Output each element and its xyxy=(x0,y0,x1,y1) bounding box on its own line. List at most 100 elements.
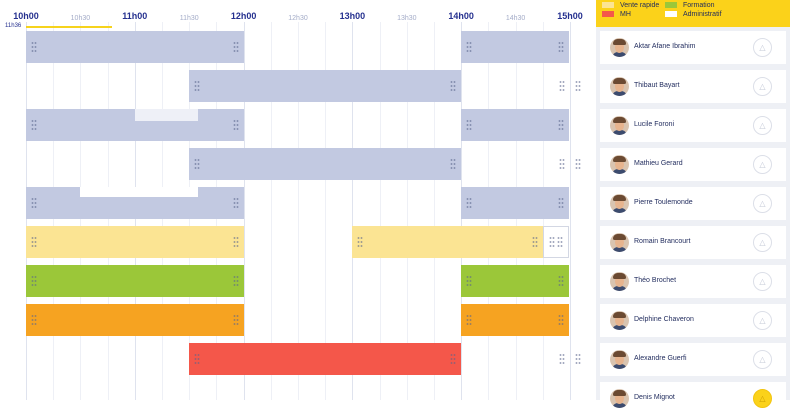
bell-icon[interactable]: △ xyxy=(753,38,772,57)
avatar-face xyxy=(615,198,624,209)
employee-card[interactable]: Romain Brancourt △ xyxy=(600,226,786,259)
legend-label: Vente rapide xyxy=(620,2,660,9)
shift-block-mh[interactable] xyxy=(189,343,462,375)
resize-handle[interactable] xyxy=(31,236,37,248)
bell-icon[interactable]: △ xyxy=(753,116,772,135)
resize-handle[interactable] xyxy=(31,197,37,209)
bell-icon[interactable]: △ xyxy=(753,155,772,174)
resize-handle[interactable] xyxy=(31,119,37,131)
bell-icon[interactable]: △ xyxy=(753,272,772,291)
avatar xyxy=(610,233,629,252)
avatar-face xyxy=(615,315,624,326)
avatar-face xyxy=(615,354,624,365)
bell-icon[interactable]: △ xyxy=(753,350,772,369)
bell-icon[interactable]: △ xyxy=(753,194,772,213)
shift-block-formation[interactable] xyxy=(461,265,569,297)
shift-block-default[interactable] xyxy=(189,70,462,102)
shift-block-default[interactable] xyxy=(26,109,244,141)
legend-swatch xyxy=(602,11,614,18)
shift-block-default[interactable] xyxy=(461,187,569,219)
resize-handle[interactable] xyxy=(232,197,239,209)
resize-handle[interactable] xyxy=(559,353,565,365)
employee-card[interactable]: Lucile Foroni △ xyxy=(600,109,786,142)
employee-card[interactable]: Aktar Afane Ibrahim △ xyxy=(600,31,786,64)
resize-handle[interactable] xyxy=(194,158,201,170)
avatar-hair xyxy=(613,351,626,357)
resize-handle[interactable] xyxy=(357,236,364,248)
bell-icon[interactable]: △ xyxy=(753,77,772,96)
resize-handle[interactable] xyxy=(31,275,37,287)
employee-card[interactable]: Thibaut Bayart △ xyxy=(600,70,786,103)
shift-block-vente_rapide[interactable] xyxy=(352,226,543,258)
resize-handle[interactable] xyxy=(557,41,564,53)
avatar-hair xyxy=(613,312,626,318)
employee-name: Aktar Afane Ibrahim xyxy=(634,43,696,50)
resize-handle[interactable] xyxy=(557,119,564,131)
resize-handle[interactable] xyxy=(466,314,473,326)
shift-block-default[interactable] xyxy=(189,148,462,180)
bell-icon[interactable]: △ xyxy=(753,233,772,252)
resize-handle[interactable] xyxy=(548,236,555,248)
resize-handle[interactable] xyxy=(450,158,457,170)
resize-handle[interactable] xyxy=(31,41,37,53)
legend-label: Formation xyxy=(683,2,715,9)
shift-block-default[interactable] xyxy=(26,31,244,63)
avatar-body xyxy=(612,169,627,174)
resize-handle[interactable] xyxy=(559,158,565,170)
resize-handle[interactable] xyxy=(556,236,563,248)
avatar-body xyxy=(612,364,627,369)
shift-block-default[interactable] xyxy=(461,31,569,63)
half-hour-label: 14h30 xyxy=(505,15,526,22)
employee-card[interactable]: Pierre Toulemonde △ xyxy=(600,187,786,220)
hour-gridline xyxy=(243,22,245,400)
bell-icon[interactable]: △ xyxy=(753,311,772,330)
resize-handle[interactable] xyxy=(450,353,457,365)
resize-handle[interactable] xyxy=(575,158,581,170)
resize-handle[interactable] xyxy=(575,353,581,365)
resize-handle[interactable] xyxy=(557,197,564,209)
employee-card[interactable]: Delphine Chaveron △ xyxy=(600,304,786,337)
shift-block-vente_rapide[interactable] xyxy=(26,226,244,258)
resize-handle[interactable] xyxy=(232,119,239,131)
employee-card[interactable]: Alexandre Guerfi △ xyxy=(600,343,786,376)
resize-handle[interactable] xyxy=(232,314,239,326)
resize-handle[interactable] xyxy=(531,236,538,248)
resize-handle[interactable] xyxy=(466,119,473,131)
shift-block-orange[interactable] xyxy=(26,304,244,336)
resize-handle[interactable] xyxy=(557,275,564,287)
resize-handle[interactable] xyxy=(575,80,581,92)
resize-handle[interactable] xyxy=(31,314,37,326)
shift-block-orange[interactable] xyxy=(461,304,569,336)
resize-handle[interactable] xyxy=(450,80,457,92)
half-hour-label: 11h30 xyxy=(179,15,199,22)
employee-card[interactable]: Denis Mignot △ xyxy=(600,382,786,415)
current-time-indicator xyxy=(26,26,112,28)
resize-handle[interactable] xyxy=(232,236,239,248)
resize-handle[interactable] xyxy=(557,314,564,326)
employee-card[interactable]: Mathieu Gerard △ xyxy=(600,148,786,181)
resize-handle[interactable] xyxy=(466,41,473,53)
resize-handle[interactable] xyxy=(194,80,201,92)
bell-icon[interactable]: △ xyxy=(753,389,772,408)
avatar-hair xyxy=(613,117,626,123)
resize-handle[interactable] xyxy=(194,353,201,365)
shift-block-administratif[interactable] xyxy=(542,226,569,258)
employee-name: Denis Mignot xyxy=(634,394,675,401)
resize-handle[interactable] xyxy=(232,275,239,287)
shift-block-default[interactable] xyxy=(461,109,569,141)
avatar xyxy=(610,155,629,174)
shift-gap xyxy=(80,187,199,197)
resize-handle[interactable] xyxy=(466,275,473,287)
avatar xyxy=(610,38,629,57)
avatar-body xyxy=(612,325,627,330)
shift-block-formation[interactable] xyxy=(26,265,244,297)
resize-handle[interactable] xyxy=(559,80,565,92)
avatar-face xyxy=(615,159,624,170)
avatar-body xyxy=(612,130,627,135)
resize-handle[interactable] xyxy=(232,41,239,53)
shift-block-default[interactable] xyxy=(26,187,244,219)
half-hour-label: 10h30 xyxy=(70,15,91,22)
resize-handle[interactable] xyxy=(466,197,473,209)
avatar xyxy=(610,77,629,96)
employee-card[interactable]: Théo Brochet △ xyxy=(600,265,786,298)
